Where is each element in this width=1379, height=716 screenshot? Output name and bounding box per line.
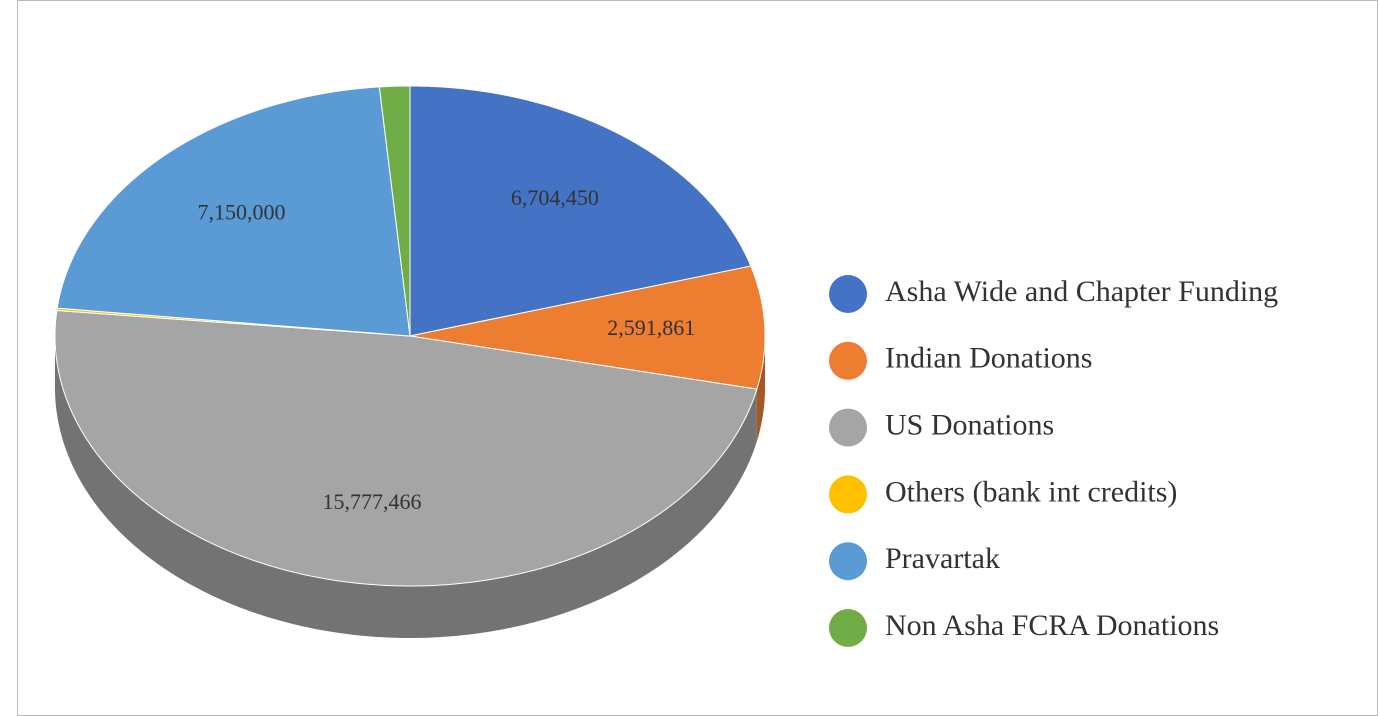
legend-swatch [829, 275, 867, 313]
legend-label: Indian Donations [885, 342, 1092, 375]
slice [54, 310, 758, 587]
data-label: 2,591,861 [607, 315, 695, 340]
legend-label: Others (bank int credits) [885, 475, 1177, 508]
slice [378, 85, 411, 337]
legend-swatch [829, 542, 867, 581]
data-label: 15,777,466 [323, 489, 422, 514]
legend-swatch [829, 408, 867, 447]
slice [409, 85, 752, 337]
legend-label: Asha Wide and Chapter Funding [885, 275, 1278, 308]
slice [56, 86, 411, 337]
slice [409, 265, 766, 390]
slice-side [756, 336, 765, 442]
legend-label: US Donations [885, 408, 1054, 441]
legend-label: Non Asha FCRA Donations [885, 609, 1219, 642]
legend-swatch [829, 609, 867, 647]
legend-label: Pravartak [885, 542, 1000, 575]
data-label: 7,150,000 [197, 199, 285, 224]
data-label: 6,704,450 [511, 185, 599, 210]
legend-swatch [829, 341, 867, 380]
slice-side [55, 336, 757, 638]
legend-swatch [829, 475, 867, 514]
